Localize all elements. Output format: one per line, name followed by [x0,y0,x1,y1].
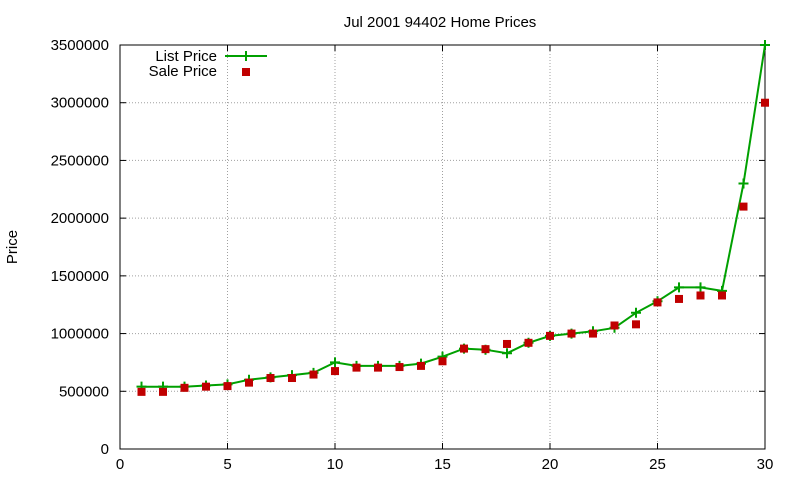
x-tick-label: 30 [757,456,774,473]
sale-price-point [331,367,339,376]
x-axis: 0 5 10 15 20 25 30 [116,45,774,473]
x-tick-label: 10 [327,456,344,473]
sale-price-point [395,363,404,372]
legend-label-list-price: List Price [155,48,217,65]
sale-price-point [524,338,533,347]
sale-price-point [675,294,683,303]
sale-price-point [417,361,425,370]
sale-price-point [718,291,726,300]
sale-price-point [159,387,167,396]
sale-price-point [202,382,210,391]
list-price-point [674,282,684,293]
sale-price-point [632,320,640,329]
list-price-point [695,282,706,293]
list-price-point [631,307,641,318]
legend-marker-sale-price [242,68,250,76]
sale-price-point [438,357,447,366]
sale-price-point [137,387,146,396]
y-tick-label: 3000000 [51,95,109,112]
sale-price-point [761,98,769,107]
x-tick-label: 20 [542,456,559,473]
sale-price-point [374,363,382,372]
sale-price-point [503,339,511,348]
sale-price-point [546,331,554,340]
sale-price-point [288,374,296,383]
sale-price-point [653,298,662,307]
sale-price-point [481,345,490,354]
sale-price-point [696,291,705,300]
y-tick-label: 1000000 [51,326,109,343]
x-tick-label: 5 [223,456,231,473]
y-tick-label: 2000000 [51,210,109,227]
list-price-point [738,178,749,189]
sale-price-point [739,202,748,211]
legend-label-sale-price: Sale Price [149,63,217,80]
chart-title: Jul 2001 94402 Home Prices [344,14,537,31]
y-tick-label: 3500000 [51,37,109,54]
sale-price-point [567,329,576,338]
x-tick-label: 15 [434,456,451,473]
y-tick-label: 2500000 [51,152,109,169]
y-axis-label: Price [4,230,21,264]
y-tick-label: 500000 [59,383,109,400]
sale-price-point [309,370,318,379]
sale-price-point [589,329,597,338]
sale-price-point [352,363,361,372]
grid [120,45,765,449]
sale-price-point [266,374,275,383]
list-price-point [502,348,512,359]
legend: List Price Sale Price [149,48,267,80]
series-line-list-price [141,44,766,388]
sale-price-point [610,321,619,330]
list-price-point [760,40,770,50]
sale-price-point [223,382,232,391]
y-tick-label: 1500000 [51,268,109,285]
y-axis: 0 500000 1000000 1500000 2000000 2500000 30000… [51,37,765,458]
sale-price-point [460,344,468,353]
list-price-point [330,357,340,368]
series-layer [136,40,770,396]
y-tick-label: 0 [101,441,109,458]
sale-price-point [180,383,189,392]
sale-price-point [245,378,253,387]
x-tick-label: 25 [649,456,666,473]
x-tick-label: 0 [116,456,124,473]
legend-marker-list-price [241,51,251,61]
